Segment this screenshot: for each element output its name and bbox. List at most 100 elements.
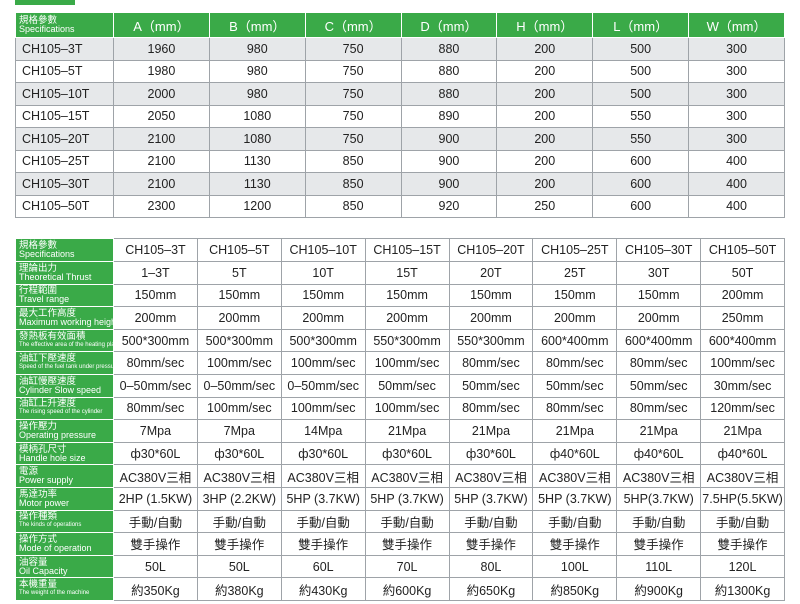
row: 油缸下壓速度 Speed of the fuel tank under press…: [15, 351, 785, 375]
cell: 30mm/sec: [700, 373, 785, 398]
cell: 80mm/sec: [616, 351, 702, 375]
cell: 2100: [113, 127, 210, 151]
model-cell: CH105–50T: [15, 194, 114, 218]
cell: 15T: [364, 261, 450, 285]
cell: 50mm/sec: [364, 373, 450, 398]
cell: 1980: [113, 59, 210, 83]
cell: 880: [400, 59, 498, 83]
top-bar: [15, 0, 75, 5]
cell: 900: [400, 127, 498, 151]
cell: 300: [688, 127, 785, 151]
cell: ф30*60L: [364, 441, 450, 466]
cell: 80mm/sec: [616, 396, 702, 421]
cell: 300: [688, 37, 785, 61]
cell: 600*400mm: [616, 328, 702, 353]
label-zh: 規格參數: [19, 240, 58, 251]
cell: 880: [400, 82, 498, 106]
cell: 50mm/sec: [448, 373, 534, 398]
cell: 100L: [532, 554, 618, 579]
row: 行程範圍 Travel range 150mm 150mm 150mm 150mm 150m…: [15, 283, 785, 308]
row: 油容量 Oil Capacity 50L 50L 60L 70L 80L 100L 110L 12…: [15, 554, 785, 579]
cell: 約850Kg: [532, 577, 618, 601]
cell: 500*300mm: [280, 328, 366, 353]
cell: ф40*60L: [532, 441, 618, 466]
cell: 300: [688, 59, 785, 83]
header-cell: 規格參數 Specifications: [15, 12, 114, 38]
row: 模柄孔尺寸 Handle hole size ф30*60L ф30*60L ф30*6…: [15, 441, 785, 466]
cell: 7.5HP(5.5KW): [700, 486, 785, 511]
cell: 500: [592, 59, 690, 83]
cell: 120mm/sec: [700, 396, 785, 421]
cell: 7Mpa: [196, 419, 282, 443]
cell: 約350Kg: [113, 577, 198, 601]
cell: 100mm/sec: [364, 396, 450, 421]
cell: 600: [592, 194, 690, 218]
cell: 7Mpa: [113, 419, 198, 443]
cell: 250: [496, 194, 594, 218]
cell: 400: [688, 149, 785, 173]
label-zh: 油缸慢壓速度: [19, 375, 77, 387]
cell: 1200: [208, 194, 306, 218]
row: CH105–10T 2000 980 750 880 200 500 300: [15, 82, 785, 106]
header-cell: H（mm）: [496, 12, 594, 38]
label-en: Operating pressure: [19, 429, 97, 440]
cell: 150mm: [448, 283, 534, 308]
cell: 80mm/sec: [532, 396, 618, 421]
spec-table: 規格參數 Specifications CH105–3T CH105–5T CH105–…: [15, 238, 785, 601]
row: 理論出力 Theoretical Thrust 1–3T 5T 10T 15T 20T 25T…: [15, 261, 785, 285]
model-cell: CH105–10T: [15, 82, 114, 106]
label-en: The kinds of operations: [19, 522, 82, 529]
cell: 750: [304, 59, 402, 83]
label-zh: 油容量: [19, 556, 48, 568]
cell: 250mm: [700, 306, 785, 330]
cell: 980: [208, 59, 306, 83]
label-zh: 理論出力: [19, 262, 58, 274]
header-row: 規格參數 Specifications CH105–3T CH105–5T CH105–…: [15, 238, 785, 262]
cell: 150mm: [113, 283, 198, 308]
cell: 約600Kg: [364, 577, 450, 601]
cell: 手動/自動: [700, 509, 785, 534]
cell: 200: [496, 172, 594, 196]
header-cell: CH105–3T: [113, 238, 198, 262]
cell: 550: [592, 104, 690, 128]
row: CH105–15T 2050 1080 750 890 200 550 300: [15, 104, 785, 128]
cell: 5T: [196, 261, 282, 285]
cell: 雙手操作: [364, 532, 450, 556]
cell: 50mm/sec: [616, 373, 702, 398]
row-label: 操作壓力 Operating pressure: [15, 419, 114, 443]
cell: 200: [496, 127, 594, 151]
cell: AC380V三相: [700, 464, 785, 488]
cell: AC380V三相: [196, 464, 282, 488]
cell: 550: [592, 127, 690, 151]
cell: AC380V三相: [113, 464, 198, 488]
cell: 200: [496, 59, 594, 83]
cell: 550*300mm: [364, 328, 450, 353]
row-label: 操作方式 Mode of operation: [15, 532, 114, 556]
cell: 500: [592, 37, 690, 61]
cell: 100mm/sec: [700, 351, 785, 375]
cell: 150mm: [616, 283, 702, 308]
label-en: Maximum working height: [19, 316, 114, 327]
dimension-table: 規格參數 Specifications A（mm） B（mm） C（mm） D（mm） H（…: [15, 12, 785, 218]
cell: 850: [304, 194, 402, 218]
cell: 雙手操作: [196, 532, 282, 556]
cell: 600*400mm: [700, 328, 785, 353]
label-zh: 模柄孔尺寸: [19, 443, 67, 455]
cell: 70L: [364, 554, 450, 579]
row-label: 電源 Power supply: [15, 464, 114, 488]
label-en: Specifications: [19, 24, 75, 34]
row-label: 理論出力 Theoretical Thrust: [15, 261, 114, 285]
cell: 3HP (2.2KW): [196, 486, 282, 511]
cell: 5HP (3.7KW): [532, 486, 618, 511]
row: CH105–30T 2100 1130 850 900 200 600 400: [15, 172, 785, 196]
label-en: Cylinder Slow speed: [19, 384, 102, 395]
cell: 2100: [113, 172, 210, 196]
cell: 850: [304, 149, 402, 173]
label-en: Speed of the fuel tank under pressure: [19, 364, 114, 371]
cell: 200mm: [196, 306, 282, 330]
cell: 850: [304, 172, 402, 196]
cell: 50mm/sec: [532, 373, 618, 398]
header-cell: CH105–10T: [280, 238, 366, 262]
row-label: 油缸慢壓速度 Cylinder Slow speed: [15, 373, 114, 398]
cell: 200: [496, 82, 594, 106]
